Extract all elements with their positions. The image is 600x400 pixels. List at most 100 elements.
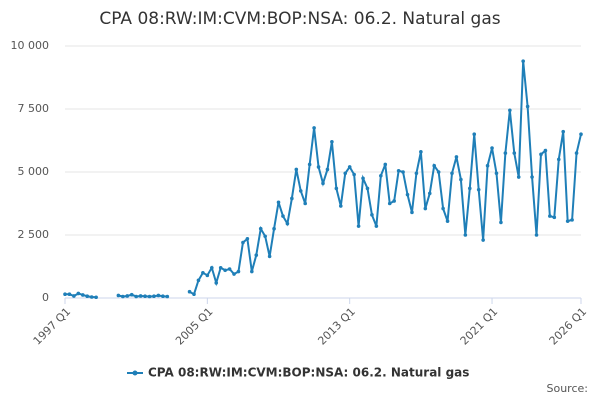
- data-point: [85, 294, 90, 299]
- data-point: [387, 201, 392, 206]
- data-point: [67, 292, 72, 297]
- data-point: [481, 238, 485, 242]
- data-point: [436, 170, 441, 174]
- data-point: [530, 175, 534, 179]
- data-point: [76, 291, 81, 296]
- data-point: [205, 273, 210, 278]
- data-point: [503, 151, 508, 155]
- data-point: [89, 295, 94, 299]
- data-point: [419, 150, 423, 154]
- data-point: [201, 271, 205, 275]
- data-point: [290, 196, 294, 201]
- data-point: [396, 168, 401, 173]
- data-point: [272, 226, 276, 231]
- data-point: [343, 171, 348, 176]
- data-point: [365, 186, 370, 191]
- data-point: [463, 233, 468, 237]
- data-point: [565, 219, 570, 223]
- data-point: [94, 295, 98, 300]
- data-point: [72, 294, 76, 298]
- data-point: [414, 171, 419, 176]
- data-point: [192, 292, 196, 297]
- data-point: [499, 220, 503, 225]
- data-point: [250, 269, 254, 274]
- data-point: [218, 265, 223, 270]
- data-point: [121, 294, 125, 299]
- x-tick-label: 2005 Q1: [173, 305, 216, 348]
- data-point: [410, 210, 414, 215]
- data-point: [303, 201, 308, 206]
- data-point: [525, 104, 530, 109]
- data-point: [307, 162, 312, 167]
- data-point: [361, 176, 365, 181]
- data-point: [245, 236, 250, 241]
- data-point: [516, 175, 521, 179]
- chart-title: CPA 08:RW:IM:CVM:BOP:NSA: 06.2. Natural …: [99, 9, 500, 29]
- data-point: [561, 129, 566, 134]
- x-tick-label: 1997 Q1: [31, 305, 74, 348]
- data-point: [454, 155, 459, 159]
- data-point: [512, 151, 517, 155]
- data-point: [263, 234, 267, 239]
- x-tick-label: 2013 Q1: [315, 305, 358, 348]
- data-point: [508, 108, 512, 113]
- data-point: [543, 148, 548, 153]
- y-tick-label: 7 500: [18, 102, 50, 115]
- data-point: [223, 268, 227, 273]
- data-point: [232, 272, 236, 276]
- data-point: [459, 177, 463, 182]
- legend-item[interactable]: CPA 08:RW:IM:CVM:BOP:NSA: 06.2. Natural …: [127, 366, 469, 380]
- data-point: [356, 224, 361, 228]
- y-tick-label: 2 500: [18, 228, 50, 241]
- data-point: [574, 151, 579, 155]
- data-point: [298, 189, 303, 193]
- data-point: [187, 289, 192, 294]
- y-tick-label: 10 000: [11, 39, 50, 52]
- data-point: [427, 191, 432, 196]
- data-point: [325, 167, 330, 172]
- data-point: [80, 293, 85, 297]
- data-point: [570, 218, 574, 222]
- data-point: [147, 294, 152, 299]
- data-point: [276, 200, 281, 205]
- data-point: [370, 213, 374, 217]
- x-tick-label: 2021 Q1: [458, 305, 501, 348]
- data-point: [539, 152, 543, 157]
- data-point: [294, 167, 299, 172]
- data-point: [450, 171, 454, 176]
- data-point: [161, 294, 165, 299]
- data-point: [209, 265, 214, 270]
- data-point: [485, 163, 490, 168]
- data-point: [138, 294, 143, 298]
- data-point: [330, 139, 334, 144]
- data-point: [534, 233, 539, 237]
- data-point: [476, 187, 481, 192]
- data-point: [241, 240, 245, 245]
- data-point: [334, 186, 339, 191]
- data-point: [405, 192, 410, 197]
- data-point: [321, 181, 325, 186]
- data-point: [392, 199, 396, 203]
- legend-label: CPA 08:RW:IM:CVM:BOP:NSA: 06.2. Natural …: [148, 366, 469, 380]
- data-point: [579, 132, 583, 136]
- data-point: [347, 165, 352, 169]
- data-point: [490, 146, 494, 150]
- data-point: [423, 206, 428, 211]
- data-point: [134, 294, 138, 299]
- data-point: [156, 293, 161, 298]
- data-point: [521, 59, 525, 63]
- data-point: [383, 162, 388, 167]
- data-point: [401, 170, 405, 174]
- data-point: [467, 186, 472, 191]
- data-point: [63, 292, 67, 297]
- data-point: [548, 214, 552, 218]
- data-point: [281, 214, 285, 218]
- data-point: [267, 254, 272, 259]
- data-point: [379, 173, 383, 178]
- source: Source:: [547, 382, 589, 395]
- data-point: [214, 281, 219, 285]
- data-point: [312, 126, 316, 130]
- data-point: [125, 294, 130, 298]
- legend-marker: [132, 370, 138, 376]
- data-point: [472, 132, 477, 136]
